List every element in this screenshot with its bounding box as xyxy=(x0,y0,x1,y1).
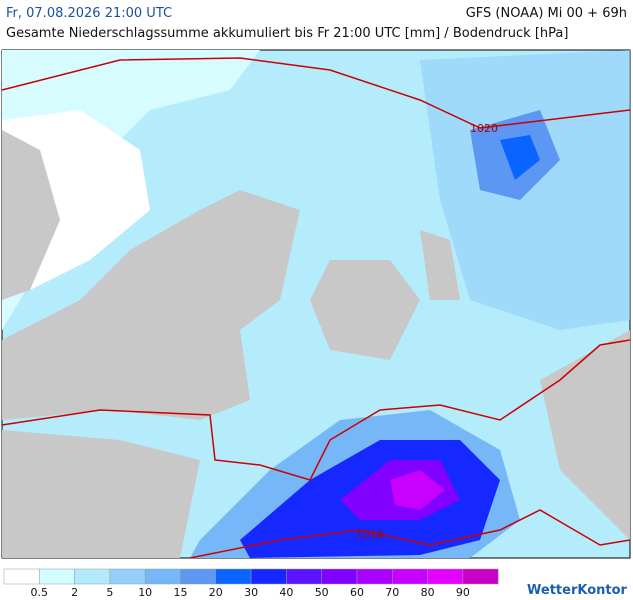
legend-label: 90 xyxy=(456,586,470,599)
land xyxy=(540,330,630,540)
precip-extreme xyxy=(390,470,445,510)
legend-swatch xyxy=(427,568,464,585)
legend-swatch xyxy=(180,568,217,585)
logo: WetterKontor xyxy=(527,583,628,598)
legend-label: 2 xyxy=(71,586,78,599)
legend-label: 10 xyxy=(138,586,152,599)
legend-label: 15 xyxy=(174,586,188,599)
land xyxy=(420,230,460,300)
legend-label: 70 xyxy=(385,586,399,599)
legend-label: 50 xyxy=(315,586,329,599)
legend-swatch xyxy=(392,568,428,585)
legend-swatch xyxy=(3,568,40,585)
legend-label: 5 xyxy=(106,586,113,599)
legend-swatch xyxy=(39,568,75,585)
model: GFS (NOAA) Mi 00 + 69h xyxy=(465,6,627,21)
isobar-label: 1020 xyxy=(470,122,498,135)
legend-swatch xyxy=(74,568,111,585)
legend-swatch xyxy=(215,568,252,585)
isobar xyxy=(189,509,631,559)
legend-swatch xyxy=(356,568,393,585)
land xyxy=(310,260,420,360)
isobar-label: 1016 xyxy=(356,528,384,541)
legend-swatch xyxy=(250,568,287,585)
legend-swatch xyxy=(321,568,358,585)
land xyxy=(2,130,60,300)
legend-label: 20 xyxy=(209,586,223,599)
legend-label: 60 xyxy=(350,586,364,599)
precip-core xyxy=(500,135,540,180)
legend-label: 30 xyxy=(244,586,258,599)
legend-swatch xyxy=(286,568,322,585)
land xyxy=(2,190,300,420)
legend-swatch xyxy=(144,568,181,585)
date: Fr, 07.08.2026 21:00 UTC xyxy=(6,6,173,21)
land xyxy=(2,430,200,558)
legend-swatch xyxy=(462,568,499,585)
legend-label: 80 xyxy=(421,586,435,599)
title: Gesamte Niederschlagssumme akkumuliert b… xyxy=(6,26,569,41)
isobar xyxy=(1,339,631,481)
legend-swatch xyxy=(109,568,146,585)
legend-label: 40 xyxy=(279,586,293,599)
legend-label: 0.5 xyxy=(31,586,49,599)
isobar xyxy=(1,57,631,129)
